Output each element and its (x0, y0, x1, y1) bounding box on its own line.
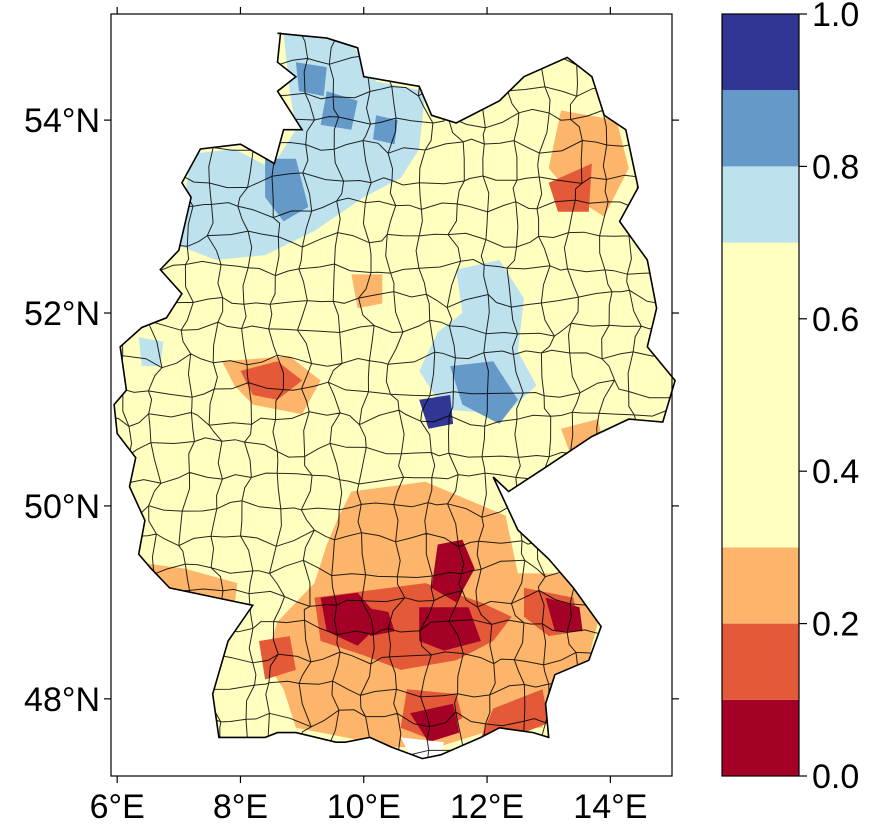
colorbar-segment-0.9-1 (722, 14, 799, 91)
colorbar-ticks: 0.0 0.2 0.4 0.6 0.8 1.0 (799, 0, 859, 796)
colorbar-tick-label-1: 1.0 (812, 0, 859, 34)
map-frame (110, 13, 673, 777)
colorbar-segment-0.3-0.7 (722, 242, 799, 548)
region-patch-swabia-red (259, 636, 296, 680)
colorbar-tick-label-0.8: 0.8 (812, 148, 859, 186)
region-patch-lower-saxony-inland (265, 158, 309, 222)
x-tick-label-8: 8°E (213, 788, 268, 824)
colorbar-frame (721, 13, 800, 777)
region-patch-saarland-orange (148, 563, 238, 608)
y-tick-label-48: 48°N (24, 681, 100, 719)
colorbar-tick-label-0.6: 0.6 (812, 301, 859, 339)
colorbar-tick-label-0.2: 0.2 (812, 606, 859, 644)
x-tick-label-14: 14°E (573, 788, 647, 824)
region-patch-north-west-lowlands (178, 33, 426, 260)
colorbar-segment-0.8-0.9 (722, 90, 799, 167)
colorbar-segment-0-0.1 (722, 699, 799, 776)
region-patch-elbe-region (320, 91, 358, 130)
y-tick-label-50: 50°N (24, 488, 100, 526)
region-color-patches (138, 33, 629, 759)
x-axis-ticks: 6°E 8°E 10°E 12°E 14°E (90, 7, 647, 824)
y-axis-ticks: 48°N 50°N 52°N 54°N (24, 102, 679, 719)
region-patch-holstein-east (373, 115, 398, 145)
region-patch-central-dark (419, 395, 454, 429)
region-patch-central-blue (419, 260, 537, 415)
y-tick-label-54: 54°N (24, 102, 100, 140)
colorbar-segment-0.2-0.3 (722, 547, 799, 624)
region-patch-central-mid-blue (450, 361, 518, 424)
colorbar-tick-label-0.4: 0.4 (812, 453, 859, 491)
colorbar-tick-label-0: 0.0 (812, 758, 859, 796)
x-tick-label-10: 10°E (327, 788, 401, 824)
colorbar-segment-0.7-0.8 (722, 166, 799, 243)
region-patch-bavaria-dark-c (410, 703, 460, 743)
region-patch-schleswig-west (295, 62, 327, 96)
colorbar-segments (722, 14, 799, 776)
region-patch-bavaria-dark-a (419, 607, 481, 651)
country-outline (113, 32, 676, 760)
region-patch-swabia-dark (320, 592, 383, 646)
x-tick-label-12: 12°E (450, 788, 524, 824)
colorbar: 0.0 0.2 0.4 0.6 0.8 1.0 (721, 0, 859, 796)
x-tick-label-6: 6°E (90, 788, 145, 824)
region-patch-bavaria-dark-b (545, 597, 583, 632)
y-tick-label-52: 52°N (24, 295, 100, 333)
region-patch-franconia-dark (431, 539, 475, 603)
colorbar-segment-0.1-0.2 (722, 623, 799, 700)
region-patch-brandenburg-red (548, 163, 592, 212)
map-panel: 6°E 8°E 10°E 12°E 14°E 48°N 50°N 52°N 54°N (24, 7, 679, 824)
